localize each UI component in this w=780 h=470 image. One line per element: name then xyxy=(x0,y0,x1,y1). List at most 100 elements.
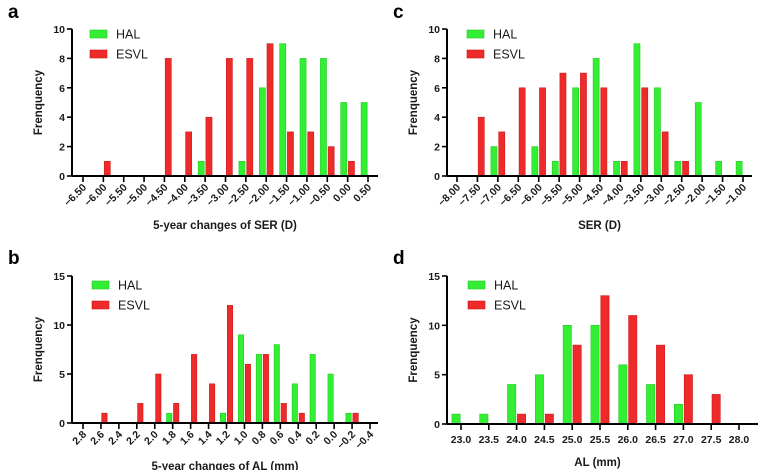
legend-label-esvl: ESVL xyxy=(493,48,525,62)
x-tick-label: −3.50 xyxy=(620,182,647,209)
bar-esvl-27.0 xyxy=(683,374,693,425)
bar-hal-6.00 xyxy=(531,146,539,177)
bar-esvl-6.50 xyxy=(518,87,526,177)
bar-hal-24.0 xyxy=(507,384,517,425)
bar-esvl-4.50 xyxy=(164,58,172,177)
legend: HAL ESVL xyxy=(89,28,148,62)
bar-hal-3.50 xyxy=(633,43,641,177)
bar-hal-0.50 xyxy=(360,102,368,177)
x-tick-label: 0.8 xyxy=(250,429,269,448)
bar-esvl-4.50 xyxy=(600,87,608,177)
x-axis-title: 5-year changes of SER (D) xyxy=(153,220,297,232)
bar-hal-1.00 xyxy=(299,58,307,177)
bar-esvl-6.00 xyxy=(539,87,546,177)
x-tick-label: 24.0 xyxy=(506,434,527,446)
bar-esvl-5.50 xyxy=(559,72,567,177)
y-tick-label: 10 xyxy=(428,24,440,36)
x-tick-label: −5.50 xyxy=(538,182,565,209)
bar-hal-4.50 xyxy=(592,58,600,177)
y-tick-label: 0 xyxy=(59,418,65,430)
x-tick-label: 2.8 xyxy=(70,429,89,448)
x-tick-label: −0.50 xyxy=(306,182,333,209)
x-tick-label: 26.0 xyxy=(618,434,639,446)
x-tick-label: −5.00 xyxy=(558,182,585,209)
legend: HAL ESVL xyxy=(466,28,525,62)
legend-swatch-esvl xyxy=(467,300,486,310)
x-tick-label: −4.00 xyxy=(599,182,626,209)
bar-hal-2.50 xyxy=(238,161,246,177)
x-tick-label: −1.50 xyxy=(265,182,292,209)
x-tick-label: −6.50 xyxy=(62,182,89,209)
bar-hal-0.2 xyxy=(345,412,352,424)
bar-esvl-1.4 xyxy=(209,383,216,424)
x-tick-label: −4.50 xyxy=(143,182,170,209)
x-tick-label: 26.5 xyxy=(645,434,666,446)
bar-hal-25.5 xyxy=(590,324,600,425)
legend: HAL ESVL xyxy=(467,279,526,313)
x-tick-label: −2.50 xyxy=(661,182,688,209)
y-tick-label: 10 xyxy=(53,320,65,332)
panel-letter: a xyxy=(8,2,19,23)
bar-hal-5.50 xyxy=(551,161,559,177)
x-tick-label: −4.00 xyxy=(164,182,191,209)
bar-hal-2.00 xyxy=(258,87,266,177)
bar-esvl-26.5 xyxy=(656,344,666,425)
y-tick-label: 0 xyxy=(434,171,440,183)
x-tick-label: −5.50 xyxy=(103,182,130,209)
bar-esvl-6.00 xyxy=(103,161,111,177)
y-axis-title: Frenquency xyxy=(408,69,420,135)
bar-hal-0.00 xyxy=(340,102,348,177)
bar-hal-7.00 xyxy=(490,146,498,177)
x-axis-title: 5-year changes of AL (mm) xyxy=(152,461,299,470)
bar-hal-2.00 xyxy=(694,102,702,177)
y-tick-label: 0 xyxy=(59,171,65,183)
y-tick-label: 4 xyxy=(434,112,440,124)
bar-esvl-2.00 xyxy=(266,43,274,177)
legend-swatch-hal xyxy=(467,280,486,290)
bar-hal-0.0 xyxy=(327,373,334,424)
panel-letter: c xyxy=(393,2,404,23)
bar-esvl-0.8 xyxy=(262,354,269,424)
bar-esvl-3.50 xyxy=(641,87,649,177)
bar-hal-1.00 xyxy=(735,161,743,177)
bar-hal-24.5 xyxy=(534,374,544,425)
bar-hal-1.8 xyxy=(166,412,173,424)
bar-esvl-2.0 xyxy=(155,373,162,424)
x-tick-label: 1.6 xyxy=(178,429,197,448)
x-tick-label: −7.50 xyxy=(456,182,483,209)
x-tick-label: 24.5 xyxy=(534,434,555,446)
x-tick-label: 1.0 xyxy=(232,429,251,448)
bar-esvl-3.50 xyxy=(205,116,213,177)
x-tick-label: −1.00 xyxy=(722,182,749,209)
bar-hal-23.0 xyxy=(451,413,461,425)
bar-esvl-5.00 xyxy=(580,72,587,177)
bar-hal-3.50 xyxy=(197,161,205,177)
bar-esvl-0.00 xyxy=(348,161,355,177)
x-tick-label: −6.00 xyxy=(82,182,109,209)
x-tick-label: −1.50 xyxy=(701,182,728,209)
bar-hal-1.50 xyxy=(279,43,287,177)
x-axis-title: SER (D) xyxy=(578,220,621,232)
bar-esvl-27.5 xyxy=(711,394,721,425)
bar-esvl-7.50 xyxy=(477,116,485,177)
bar-esvl-1.8 xyxy=(173,403,180,424)
x-tick-label: 1.2 xyxy=(214,429,233,448)
panel-letter: d xyxy=(393,248,405,269)
bar-esvl-1.0 xyxy=(244,363,251,424)
bar-esvl-0.2 xyxy=(352,412,359,424)
legend: HAL ESVL xyxy=(91,279,150,313)
y-tick-label: 5 xyxy=(59,369,65,381)
bar-esvl-25.0 xyxy=(572,344,582,425)
bar-hal-1.50 xyxy=(715,161,722,177)
bar-esvl-4.00 xyxy=(185,131,193,177)
chart-panel-d: d 0 5 10 15 23.0 23.5 24.0 24.5 25.0 25.5 26.0 26.5 2… xyxy=(393,248,758,469)
bar-esvl-2.2 xyxy=(137,403,144,424)
bar-esvl-0.6 xyxy=(280,403,287,424)
x-tick-label: −2.00 xyxy=(681,182,708,209)
bar-hal-5.00 xyxy=(572,87,579,177)
x-tick-label: 25.0 xyxy=(562,434,583,446)
y-tick-label: 5 xyxy=(434,370,440,382)
y-axis-title: Frenquency xyxy=(33,69,45,135)
bar-esvl-1.50 xyxy=(287,131,294,177)
x-tick-label: 27.0 xyxy=(673,434,694,446)
